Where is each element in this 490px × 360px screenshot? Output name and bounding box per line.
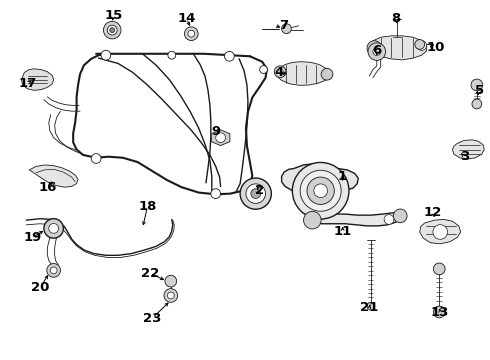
Circle shape [274, 66, 286, 77]
Circle shape [47, 264, 60, 277]
Circle shape [168, 51, 176, 59]
Circle shape [373, 48, 381, 55]
Circle shape [393, 209, 407, 223]
Circle shape [107, 25, 117, 35]
Text: 21: 21 [360, 301, 379, 314]
Circle shape [367, 41, 382, 55]
Polygon shape [420, 220, 461, 244]
Circle shape [307, 177, 334, 204]
Circle shape [240, 178, 271, 209]
Text: 2: 2 [255, 184, 264, 197]
Text: 13: 13 [431, 306, 449, 319]
Text: 1: 1 [338, 170, 347, 183]
Circle shape [101, 50, 111, 60]
Circle shape [367, 302, 375, 310]
Text: 23: 23 [143, 311, 161, 325]
Text: 10: 10 [426, 41, 444, 54]
Polygon shape [371, 36, 427, 60]
Circle shape [50, 267, 57, 274]
Text: 16: 16 [38, 181, 56, 194]
Circle shape [304, 211, 321, 229]
Text: 11: 11 [334, 225, 352, 238]
Circle shape [434, 306, 445, 318]
Text: 4: 4 [274, 66, 284, 79]
Circle shape [211, 189, 220, 198]
Circle shape [471, 79, 483, 91]
Polygon shape [282, 164, 358, 212]
Circle shape [103, 21, 121, 39]
Text: 19: 19 [24, 231, 42, 244]
Circle shape [417, 41, 427, 50]
Text: 18: 18 [138, 201, 157, 213]
Circle shape [224, 51, 234, 61]
Text: 15: 15 [104, 9, 122, 22]
Circle shape [91, 154, 101, 163]
Text: 5: 5 [475, 84, 484, 97]
Circle shape [49, 224, 58, 233]
Text: 12: 12 [424, 206, 442, 219]
Circle shape [300, 170, 341, 211]
Text: 22: 22 [141, 267, 159, 280]
Text: 8: 8 [392, 12, 401, 25]
Polygon shape [452, 140, 484, 159]
Text: 9: 9 [211, 125, 220, 138]
Circle shape [472, 99, 482, 109]
Circle shape [188, 30, 195, 37]
Text: 14: 14 [177, 12, 196, 25]
Circle shape [293, 162, 349, 219]
Text: 6: 6 [372, 44, 381, 57]
Polygon shape [308, 212, 402, 226]
Circle shape [44, 219, 63, 238]
Polygon shape [29, 165, 78, 187]
Circle shape [216, 133, 225, 143]
Circle shape [164, 289, 178, 302]
Circle shape [251, 189, 261, 198]
Circle shape [434, 263, 445, 275]
Circle shape [314, 184, 327, 198]
Circle shape [168, 292, 174, 299]
Circle shape [415, 40, 425, 49]
Circle shape [368, 43, 386, 60]
Text: 7: 7 [279, 19, 289, 32]
Circle shape [184, 27, 198, 41]
Polygon shape [276, 62, 329, 85]
Circle shape [260, 66, 268, 73]
Circle shape [282, 24, 292, 33]
Text: 20: 20 [31, 281, 49, 294]
Circle shape [165, 275, 177, 287]
Text: 17: 17 [19, 77, 37, 90]
Polygon shape [22, 69, 54, 90]
Circle shape [246, 184, 266, 203]
Circle shape [433, 225, 447, 239]
Circle shape [110, 28, 115, 32]
Circle shape [384, 215, 394, 224]
Polygon shape [211, 130, 230, 145]
Text: 3: 3 [460, 150, 469, 163]
Circle shape [321, 68, 333, 80]
